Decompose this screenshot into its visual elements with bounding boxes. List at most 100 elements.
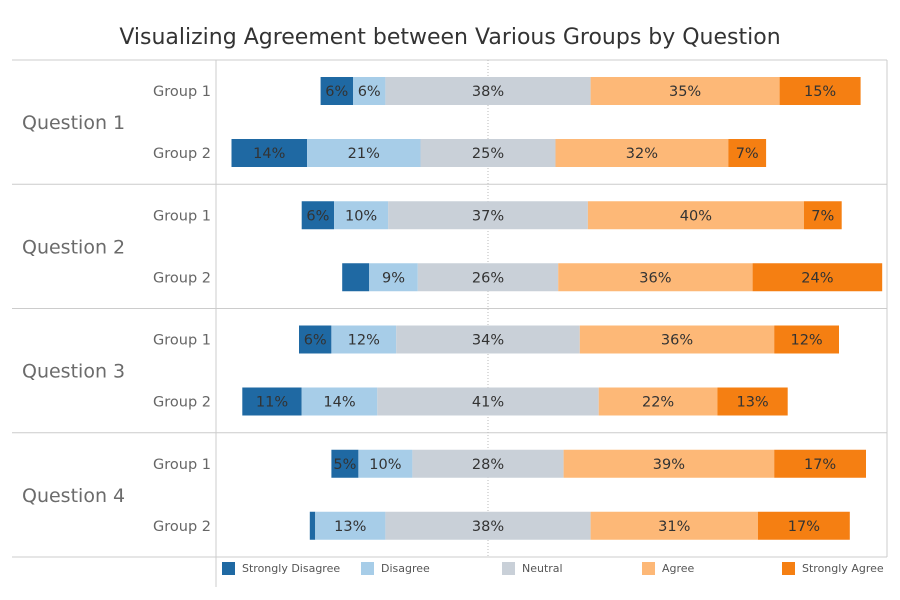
bar-segment-strongly-agree (752, 263, 883, 292)
bar-segment-disagree (369, 263, 418, 292)
segment-value-label: 10% (345, 208, 377, 224)
legend-swatch (502, 562, 515, 575)
bar-segment-strongly-agree (779, 77, 861, 105)
bar-row-question-3-group-2: Group 2 11% 14% 41% 22% 13% (153, 387, 788, 416)
bar-row-question-1-group-2: Group 2 14% 21% 25% 32% 7% (153, 139, 767, 167)
bar-segment-agree (555, 139, 729, 167)
bar-row-question-2-group-2: Group 2 9% 26% 36% 24% (153, 263, 883, 292)
segment-value-label: 17% (804, 457, 836, 473)
legend-label: Neutral (522, 562, 563, 575)
bar-segment-strongly-agree (803, 201, 842, 230)
bar-segment-strongly-disagree (231, 139, 308, 167)
segment-value-label: 5% (333, 457, 356, 473)
bar-segment-disagree (315, 511, 386, 540)
group-label: Group 1 (153, 333, 211, 349)
segment-value-label: 39% (653, 457, 685, 473)
group-label: Group 2 (153, 270, 211, 286)
segment-value-label: 7% (736, 146, 759, 162)
segment-value-label: 40% (680, 208, 712, 224)
legend-swatch (222, 562, 235, 575)
bar-row-question-4-group-1: Group 1 5% 10% 28% 39% 17% (153, 449, 866, 478)
bar-segment-disagree (331, 325, 397, 354)
legend-item-disagree: Disagree (361, 562, 430, 575)
legend-item-strongly-agree: Strongly Agree (782, 562, 884, 575)
segment-value-label: 25% (472, 146, 504, 162)
chart-title: Visualizing Agreement between Various Gr… (119, 25, 780, 50)
bar-segment-strongly-disagree (331, 449, 359, 478)
question-panel-question-1: Question 1 Group 1 6% 6% 38% 35% 15% Group 2 14%… (22, 77, 861, 167)
group-label: Group 1 (153, 84, 211, 100)
bar-row-question-2-group-1: Group 1 6% 10% 37% 40% 7% (153, 201, 842, 230)
bar-segment-strongly-disagree (299, 325, 332, 354)
bar-segment-neutral (396, 325, 580, 354)
legend-item-agree: Agree (642, 562, 695, 575)
bar-segment-agree (563, 449, 775, 478)
question-label: Question 4 (22, 485, 125, 507)
segment-value-label: 12% (348, 333, 380, 349)
bar-row-question-3-group-1: Group 1 6% 12% 34% 36% 12% (153, 325, 839, 354)
legend-item-strongly-disagree: Strongly Disagree (222, 562, 340, 575)
legend: Strongly Disagree Disagree Neutral Agree Str… (222, 562, 884, 575)
bar-segment-agree (590, 511, 758, 540)
bar-segment-neutral (417, 263, 559, 292)
legend-label: Agree (662, 562, 695, 575)
segment-value-label: 12% (790, 333, 822, 349)
segment-value-label: 11% (256, 395, 288, 411)
bar-segment-agree (558, 263, 753, 292)
segment-value-label: 14% (323, 395, 355, 411)
bar-segment-strongly-disagree (301, 201, 335, 230)
bar-segment-disagree (358, 449, 413, 478)
question-label: Question 2 (22, 236, 125, 258)
bar-segment-strongly-disagree (342, 263, 370, 292)
bar-segment-neutral (420, 139, 556, 167)
segment-value-label: 21% (348, 146, 380, 162)
bar-segment-strongly-disagree (320, 77, 353, 105)
bar-segment-agree (579, 325, 775, 354)
bar-row-question-1-group-1: Group 1 6% 6% 38% 35% 15% (153, 77, 861, 105)
group-label: Group 1 (153, 208, 211, 224)
group-label: Group 2 (153, 146, 211, 162)
bar-segment-agree (590, 77, 780, 105)
bar-segment-neutral (412, 449, 564, 478)
legend-item-neutral: Neutral (502, 562, 563, 575)
bar-segment-strongly-agree (728, 139, 767, 167)
segment-value-label: 38% (472, 519, 504, 535)
bar-segment-strongly-agree (717, 387, 788, 416)
bar-row-question-4-group-2: Group 2 13% 38% 31% 17% (153, 511, 850, 540)
segment-value-label: 35% (669, 84, 701, 100)
bar-segment-disagree (353, 77, 386, 105)
segment-value-label: 26% (472, 270, 504, 286)
bar-segment-strongly-agree (774, 325, 839, 354)
bar-segment-agree (587, 201, 804, 230)
legend-swatch (782, 562, 795, 575)
segment-value-label: 7% (811, 208, 834, 224)
segment-value-label: 38% (472, 84, 504, 100)
segment-value-label: 9% (382, 270, 405, 286)
legend-label: Disagree (381, 562, 430, 575)
segment-value-label: 22% (642, 395, 674, 411)
bar-segment-disagree (334, 201, 389, 230)
segment-value-label: 32% (626, 146, 658, 162)
segment-value-label: 13% (736, 395, 768, 411)
bar-segment-neutral (385, 77, 591, 105)
segment-value-label: 36% (639, 270, 671, 286)
question-panel-question-4: Question 4 Group 1 5% 10% 28% 39% 17% Group 2 13… (22, 449, 866, 540)
segment-value-label: 34% (472, 333, 504, 349)
group-label: Group 2 (153, 395, 211, 411)
segment-value-label: 41% (472, 395, 504, 411)
legend-swatch (361, 562, 374, 575)
chart-rows: Question 1 Group 1 6% 6% 38% 35% 15% Group 2 14%… (22, 77, 883, 540)
question-label: Question 3 (22, 361, 125, 383)
bar-segment-strongly-disagree (242, 387, 302, 416)
segment-value-label: 24% (801, 270, 833, 286)
bar-segment-neutral (385, 511, 591, 540)
bar-segment-strongly-agree (758, 511, 850, 540)
question-panel-question-2: Question 2 Group 1 6% 10% 37% 40% 7% Group 2 9% 2… (22, 201, 883, 292)
question-label: Question 1 (22, 112, 125, 134)
segment-value-label: 37% (472, 208, 504, 224)
bar-segment-agree (598, 387, 718, 416)
bar-segment-strongly-disagree (309, 511, 316, 540)
legend-label: Strongly Agree (802, 562, 884, 575)
question-panel-question-3: Question 3 Group 1 6% 12% 34% 36% 12% Group 2 11… (22, 325, 839, 416)
